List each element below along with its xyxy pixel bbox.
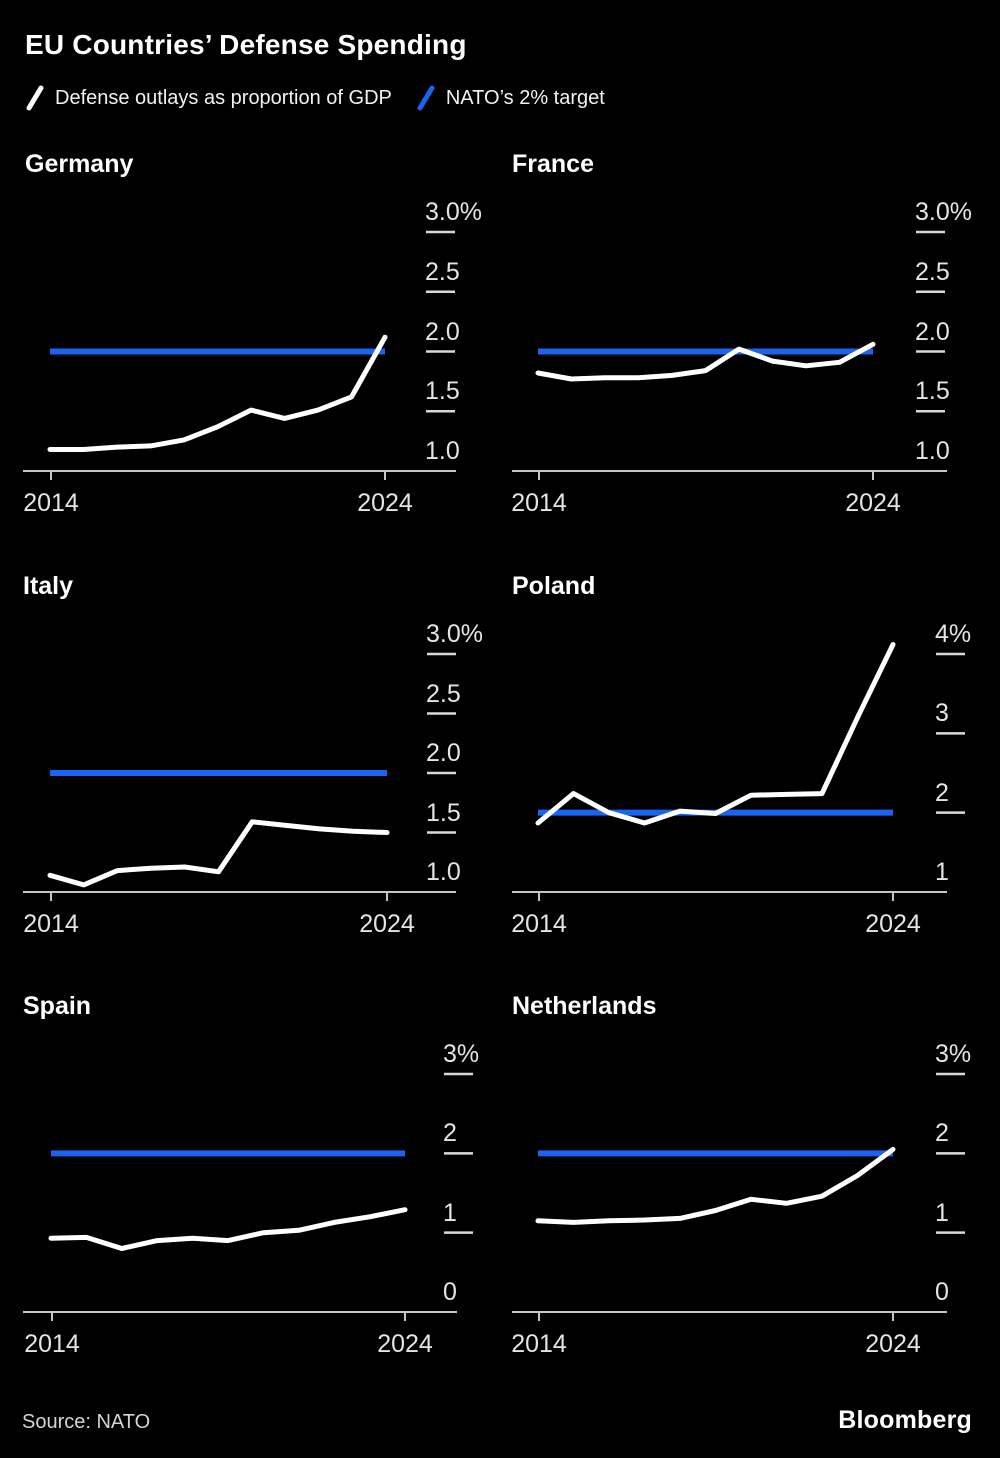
y-tick-label-poland: 4% bbox=[935, 620, 972, 648]
y-tick-label-poland: 1 bbox=[935, 858, 949, 886]
y-tick-label-netherlands: 1 bbox=[935, 1198, 949, 1227]
x-tick-label-poland: 2014 bbox=[511, 910, 567, 938]
y-tick-label-germany: 3.0% bbox=[425, 198, 482, 226]
y-tick-label-germany: 1.0 bbox=[425, 437, 460, 465]
x-tick-label-italy: 2024 bbox=[359, 910, 415, 938]
series-line-germany bbox=[47, 334, 388, 452]
legend-label-target: NATO’s 2% target bbox=[445, 86, 605, 109]
y-tick-label-germany: 2.0 bbox=[425, 317, 460, 346]
x-tick-label-italy: 2014 bbox=[23, 910, 79, 938]
x-tick-label-netherlands: 2014 bbox=[511, 1330, 567, 1358]
series-line-netherlands bbox=[535, 1146, 896, 1225]
y-tick-label-italy: 2.5 bbox=[426, 679, 461, 708]
x-tick-label-spain: 2024 bbox=[377, 1330, 433, 1358]
y-tick-label-germany: 1.5 bbox=[425, 377, 460, 406]
y-tick-label-spain: 3% bbox=[443, 1040, 480, 1068]
y-tick-label-poland: 2 bbox=[935, 778, 949, 807]
blue-slash-line bbox=[417, 85, 435, 111]
chart-title-poland: Poland bbox=[512, 572, 596, 600]
y-tick-label-netherlands: 3% bbox=[935, 1040, 972, 1068]
white-slash-line bbox=[26, 85, 44, 111]
y-tick-label-italy: 1.5 bbox=[426, 798, 461, 827]
y-tick-label-france: 2.0 bbox=[915, 317, 950, 346]
x-tick-label-poland: 2024 bbox=[865, 910, 921, 938]
x-tick-label-spain: 2014 bbox=[24, 1330, 80, 1358]
series-line-spain bbox=[48, 1207, 408, 1251]
chart-title-france: France bbox=[512, 150, 594, 178]
bloomberg-logo: Bloomberg bbox=[838, 1406, 972, 1434]
series-line-france bbox=[535, 341, 876, 382]
legend-label-outlays: Defense outlays as proportion of GDP bbox=[55, 86, 392, 109]
source-note: Source: NATO bbox=[22, 1411, 151, 1433]
y-tick-label-spain: 1 bbox=[443, 1198, 457, 1227]
y-tick-label-netherlands: 0 bbox=[935, 1278, 949, 1306]
y-tick-label-italy: 2.0 bbox=[426, 739, 461, 767]
y-tick-label-italy: 3.0% bbox=[426, 620, 483, 648]
x-tick-label-netherlands: 2024 bbox=[865, 1330, 921, 1358]
legend-item-target: NATO’s 2% target bbox=[416, 85, 605, 111]
y-tick-label-italy: 1.0 bbox=[426, 858, 461, 886]
y-tick-label-netherlands: 2 bbox=[935, 1119, 949, 1148]
x-tick-label-germany: 2024 bbox=[357, 489, 413, 517]
figure-title: EU Countries’ Defense Spending bbox=[25, 29, 467, 60]
y-tick-label-germany: 2.5 bbox=[425, 257, 460, 286]
y-tick-label-france: 2.5 bbox=[915, 257, 950, 286]
chart-title-germany: Germany bbox=[25, 150, 134, 178]
chart-title-spain: Spain bbox=[23, 992, 92, 1020]
series-line-poland bbox=[535, 642, 896, 826]
y-tick-label-france: 3.0% bbox=[915, 198, 972, 226]
chart-title-netherlands: Netherlands bbox=[512, 992, 657, 1020]
white-slash-icon bbox=[26, 85, 44, 111]
legend: Defense outlays as proportion of GDP NAT… bbox=[25, 85, 605, 111]
y-tick-label-france: 1.5 bbox=[915, 377, 950, 406]
y-tick-label-france: 1.0 bbox=[915, 437, 950, 465]
blue-slash-icon bbox=[417, 85, 435, 111]
y-tick-label-spain: 0 bbox=[443, 1278, 457, 1306]
x-tick-label-france: 2024 bbox=[845, 489, 901, 517]
y-tick-label-poland: 3 bbox=[935, 699, 949, 728]
legend-item-outlays: Defense outlays as proportion of GDP bbox=[25, 85, 392, 111]
x-tick-label-france: 2014 bbox=[511, 489, 567, 517]
series-line-italy bbox=[47, 819, 390, 888]
x-tick-label-germany: 2014 bbox=[23, 489, 79, 517]
chart-title-italy: Italy bbox=[23, 572, 74, 600]
y-tick-label-spain: 2 bbox=[443, 1119, 457, 1148]
